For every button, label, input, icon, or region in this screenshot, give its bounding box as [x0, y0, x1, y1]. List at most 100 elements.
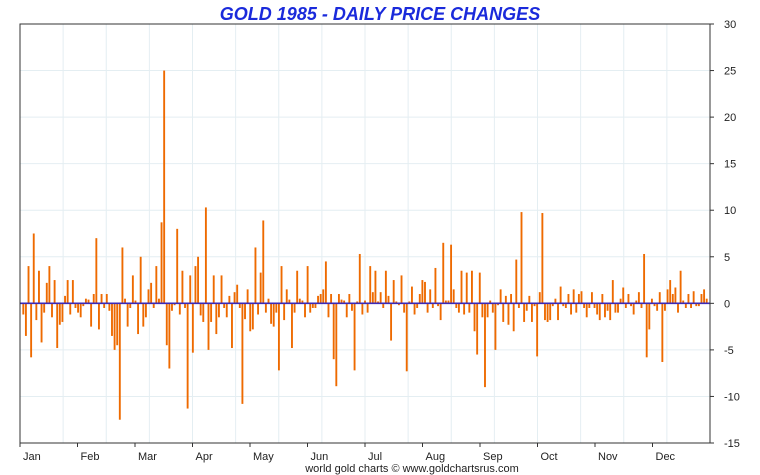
bar	[66, 280, 69, 304]
bar	[348, 294, 351, 304]
bar	[124, 298, 126, 304]
bar	[468, 303, 471, 313]
bar	[163, 70, 166, 304]
bar	[165, 303, 168, 346]
bar	[465, 272, 468, 304]
bar	[481, 303, 484, 318]
bar	[371, 292, 374, 304]
bar	[24, 303, 27, 336]
bar	[661, 303, 664, 362]
y-tick-label: 25	[724, 66, 736, 78]
bar	[523, 303, 526, 322]
bar	[74, 303, 77, 308]
bar	[426, 303, 429, 313]
bar	[397, 303, 400, 306]
chart-title: GOLD 1985 - DAILY PRICE CHANGES	[220, 4, 540, 24]
bar	[624, 303, 627, 308]
grid	[20, 23, 710, 444]
x-tick-label: Jul	[368, 451, 382, 463]
bar	[630, 303, 632, 307]
bar	[35, 303, 38, 321]
x-tick-label: Nov	[598, 451, 618, 463]
x-tick-label: Mar	[138, 451, 157, 463]
bar	[137, 303, 140, 335]
bar	[270, 303, 273, 324]
bar	[379, 292, 382, 304]
bar	[377, 301, 379, 304]
bar	[301, 300, 304, 304]
x-axis: Jan Feb Mar Apr May Jun Jul Aug Sep Oct Nov Dec	[19, 443, 676, 463]
bar	[669, 280, 672, 304]
x-tick-label: Jun	[311, 451, 329, 463]
bar	[411, 286, 413, 304]
bar	[617, 303, 619, 313]
bar	[100, 294, 103, 304]
bar	[471, 270, 473, 304]
bar	[366, 303, 369, 313]
bar	[95, 238, 98, 304]
bar	[567, 294, 570, 304]
bar	[695, 303, 698, 307]
bar	[580, 291, 583, 304]
bar	[361, 303, 364, 315]
bar	[53, 280, 56, 304]
bar	[515, 259, 518, 304]
bar	[291, 303, 293, 349]
bar	[450, 244, 453, 304]
bar	[476, 303, 479, 355]
bar	[280, 266, 283, 304]
bar	[108, 303, 111, 311]
bar	[92, 294, 95, 304]
bar	[171, 303, 173, 311]
bar	[121, 247, 124, 304]
bar	[40, 303, 43, 343]
bar	[452, 289, 455, 304]
bar	[311, 303, 314, 308]
bar	[176, 228, 179, 304]
bar	[322, 289, 325, 304]
bar	[340, 299, 343, 304]
bar	[246, 289, 249, 304]
bar	[332, 303, 335, 360]
bar	[528, 295, 531, 304]
bar	[692, 291, 695, 304]
bar	[536, 303, 539, 357]
bar	[489, 300, 492, 304]
bar	[588, 303, 591, 308]
bar	[643, 253, 646, 304]
chart-footer: world gold charts © www.goldchartsrus.co…	[304, 463, 519, 475]
bar	[199, 303, 202, 316]
bar	[51, 303, 53, 318]
bar	[614, 303, 617, 313]
bar	[288, 299, 291, 304]
bar	[658, 292, 661, 304]
bar	[184, 303, 186, 308]
bar	[345, 303, 348, 318]
bar	[384, 270, 387, 304]
bar	[583, 303, 586, 308]
bar	[335, 303, 338, 387]
bar	[416, 303, 419, 308]
bar	[113, 303, 116, 350]
bar	[249, 303, 252, 332]
y-tick-label: 10	[724, 205, 736, 217]
bar	[429, 289, 432, 304]
bar	[687, 294, 690, 304]
bar	[455, 303, 458, 308]
bar	[400, 275, 403, 304]
bar	[160, 222, 163, 304]
bar	[150, 282, 153, 304]
bar	[223, 303, 226, 308]
bar	[437, 303, 439, 307]
bar	[69, 303, 72, 315]
bar	[473, 303, 476, 332]
bar	[116, 303, 119, 346]
bar	[650, 298, 653, 304]
bar	[705, 298, 708, 304]
bar	[562, 303, 565, 307]
bar	[257, 303, 259, 315]
bar	[43, 303, 46, 313]
bar	[551, 303, 554, 307]
bar	[408, 301, 411, 304]
bar	[525, 303, 528, 311]
